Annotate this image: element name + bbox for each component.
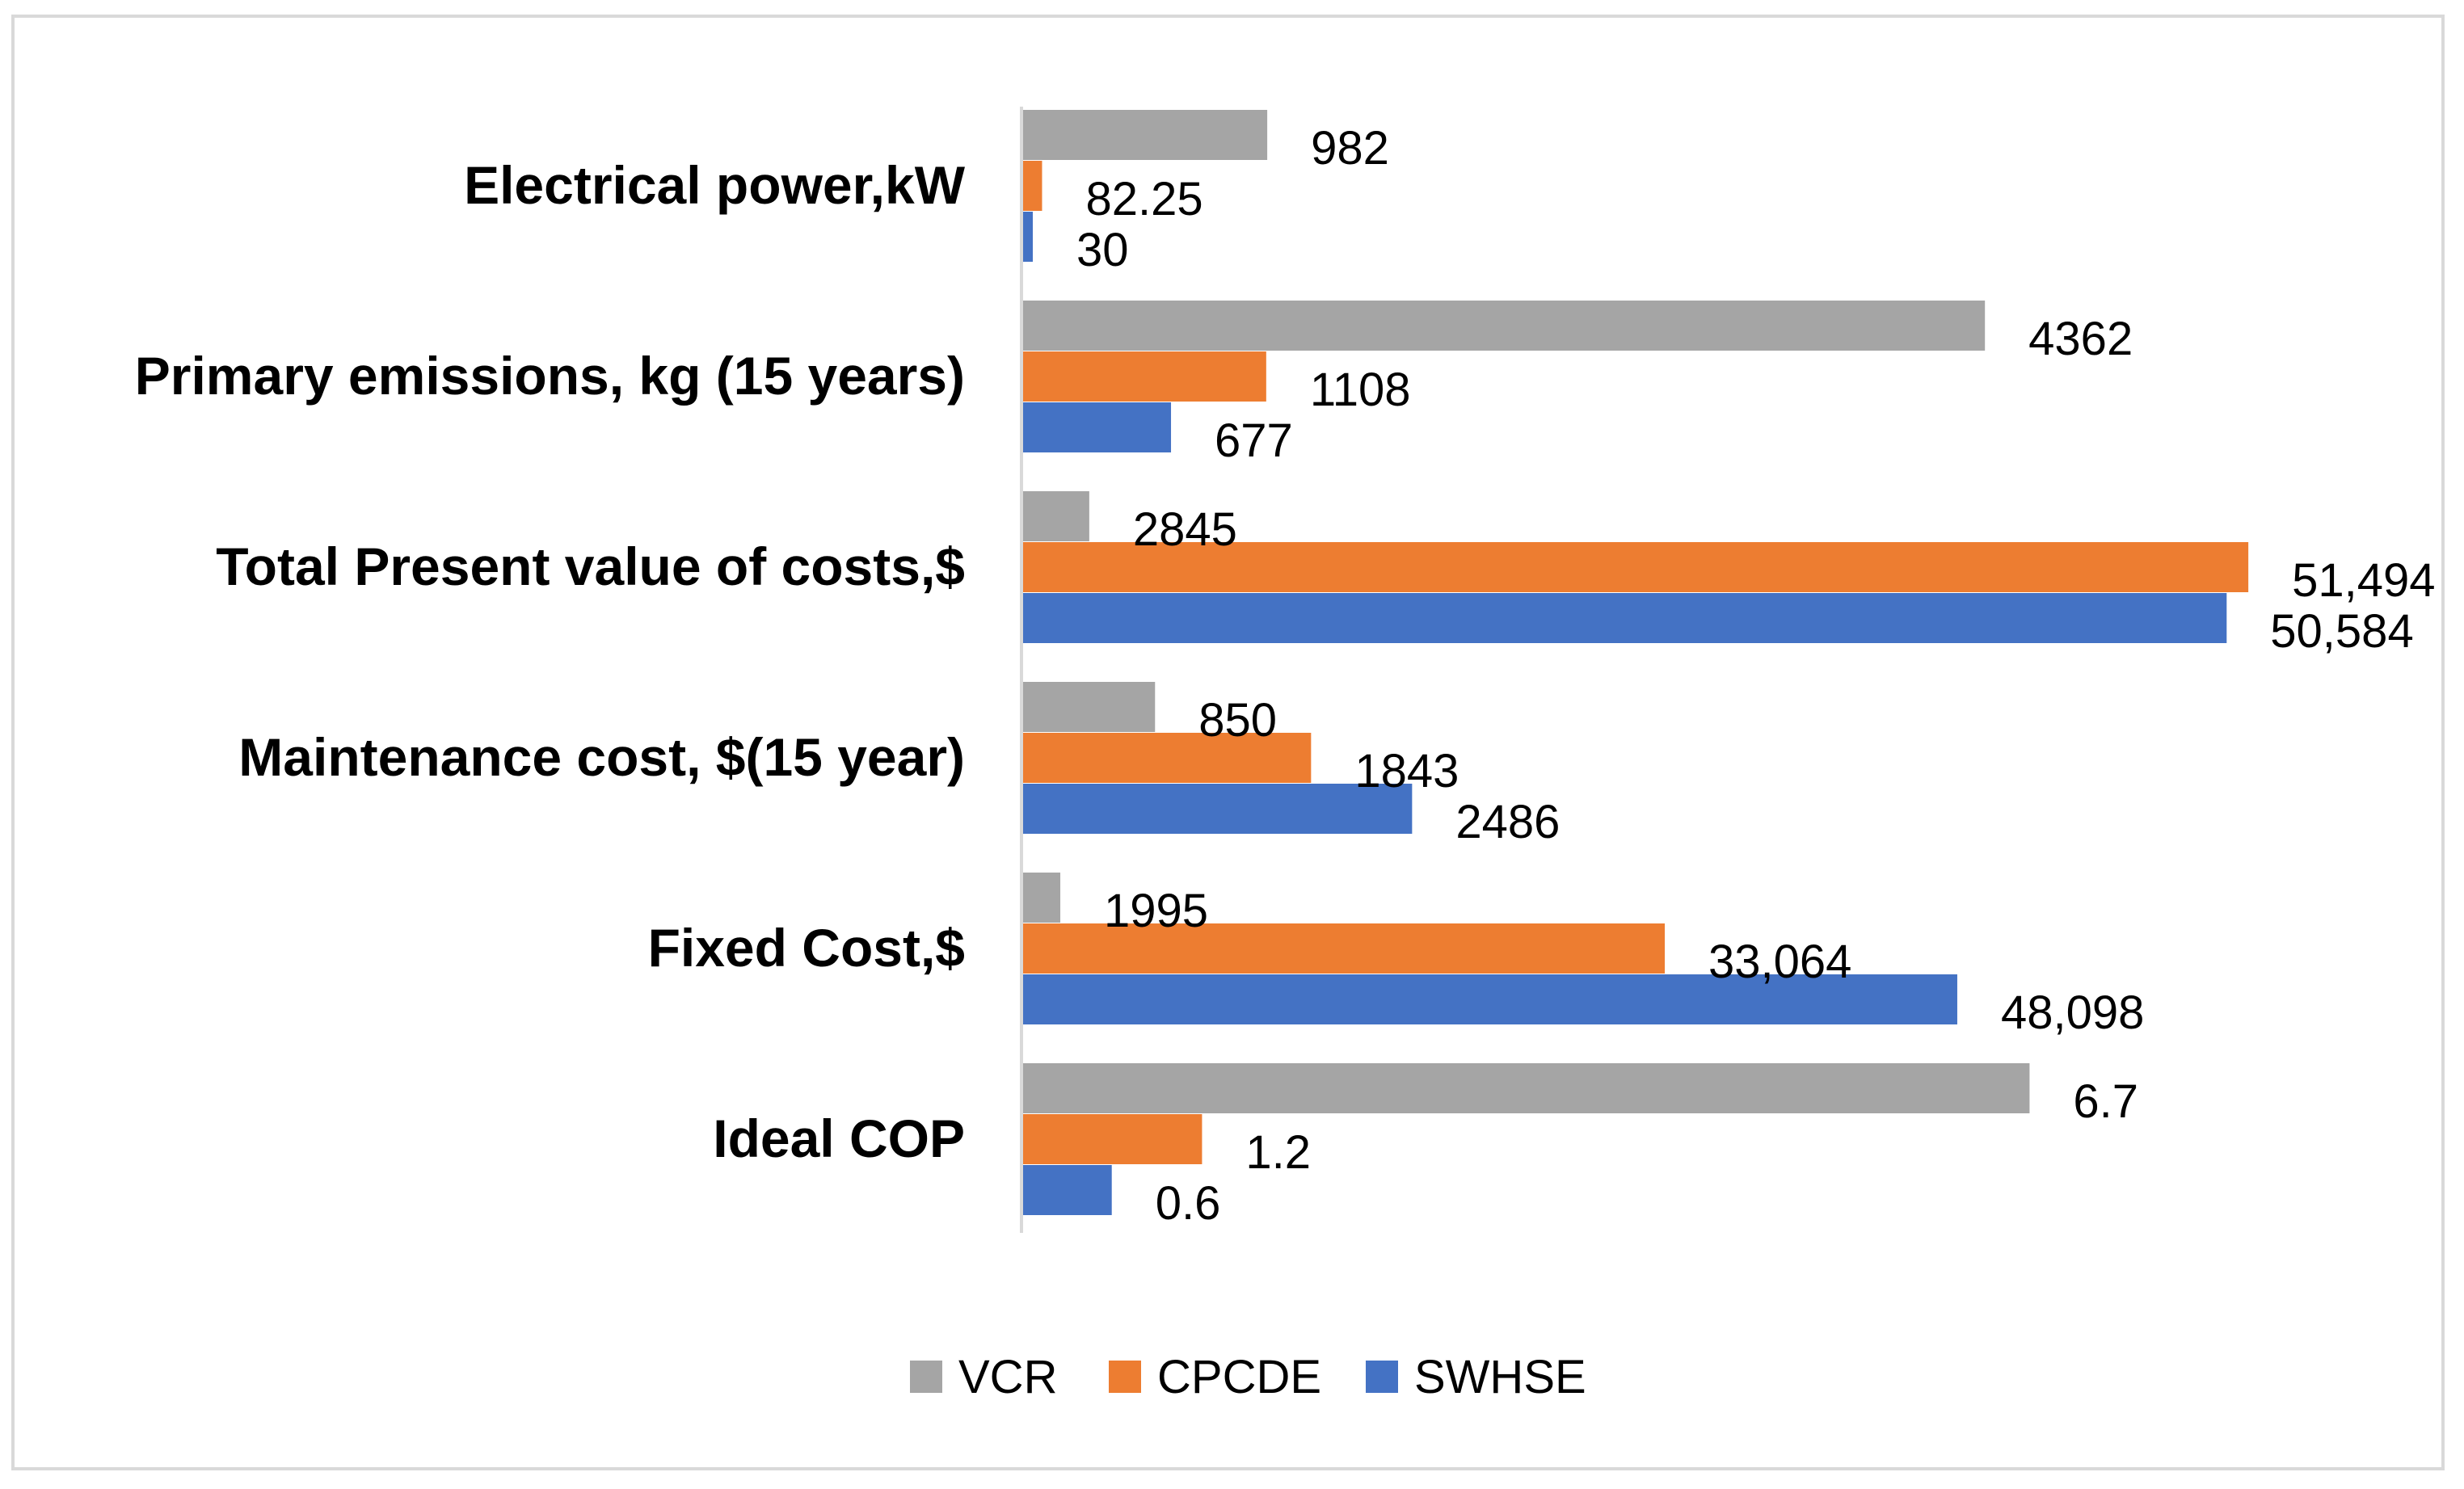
bar-vcr-3: [1021, 682, 1156, 732]
data-label-swhse-5: 0.6: [1156, 1177, 1221, 1230]
data-label-cpcde-2: 51,494: [2292, 554, 2435, 607]
legend-label-vcr: VCR: [958, 1351, 1057, 1403]
bar-vcr-4: [1021, 873, 1061, 923]
category-label: Ideal COP: [713, 1108, 965, 1168]
data-label-cpcde-3: 1843: [1354, 745, 1459, 797]
bar-cpcde-0: [1021, 161, 1042, 211]
category-label: Total Present value of costs,$: [216, 536, 965, 596]
bar-swhse-4: [1021, 974, 1957, 1024]
bar-cpcde-5: [1021, 1114, 1203, 1164]
bar-cpcde-4: [1021, 923, 1666, 974]
data-label-vcr-4: 1995: [1104, 885, 1208, 937]
legend-swatch-swhse: [1366, 1361, 1398, 1393]
bar-swhse-5: [1021, 1165, 1112, 1215]
data-label-vcr-5: 6.7: [2073, 1075, 2138, 1128]
bar-vcr-2: [1021, 491, 1089, 541]
bar-vcr-0: [1021, 110, 1268, 160]
data-label-swhse-1: 677: [1215, 414, 1293, 467]
data-label-cpcde-1: 1108: [1310, 364, 1411, 416]
category-label: Maintenance cost, $(15 year): [238, 727, 965, 787]
category-labels: Electrical power,kW Primary emissions, kg…: [135, 155, 966, 1168]
data-label-vcr-1: 4362: [2028, 313, 2133, 365]
bar-chart: Electrical power,kW Primary emissions, kg…: [135, 107, 2436, 1403]
legend-label-swhse: SWHSE: [1414, 1351, 1586, 1403]
category-label: Electrical power,kW: [464, 155, 966, 215]
bar-swhse-1: [1021, 402, 1172, 452]
legend-swatch-vcr: [910, 1361, 942, 1393]
data-label-vcr-0: 982: [1311, 122, 1389, 175]
data-label-vcr-3: 850: [1198, 694, 1277, 747]
bar-cpcde-2: [1021, 542, 2249, 592]
bar-vcr-5: [1021, 1063, 2030, 1113]
data-label-swhse-3: 2486: [1455, 796, 1560, 848]
chart-frame: Electrical power,kW Primary emissions, kg…: [11, 15, 2445, 1470]
category-label: Fixed Cost,$: [648, 918, 965, 978]
data-label-cpcde-4: 33,064: [1708, 936, 1851, 988]
bar-cpcde-1: [1021, 351, 1266, 402]
legend-swatch-cpcde: [1109, 1361, 1141, 1393]
bar-vcr-1: [1021, 301, 1986, 351]
data-label-swhse-0: 30: [1076, 224, 1129, 276]
bar-cpcde-3: [1021, 733, 1312, 783]
data-label-swhse-4: 48,098: [2001, 986, 2144, 1039]
data-label-vcr-2: 2845: [1133, 503, 1237, 556]
bar-swhse-0: [1021, 212, 1033, 262]
data-label-swhse-2: 50,584: [2270, 605, 2413, 658]
bars-layer: [1021, 110, 2249, 1215]
category-label: Primary emissions, kg (15 years): [135, 346, 965, 406]
data-label-cpcde-0: 82.25: [1085, 173, 1203, 225]
legend-label-cpcde: CPCDE: [1157, 1351, 1321, 1403]
bar-swhse-3: [1021, 784, 1413, 834]
data-label-cpcde-5: 1.2: [1245, 1126, 1311, 1179]
legend: VCR CPCDE SWHSE: [910, 1351, 1586, 1403]
bar-swhse-2: [1021, 593, 2227, 643]
